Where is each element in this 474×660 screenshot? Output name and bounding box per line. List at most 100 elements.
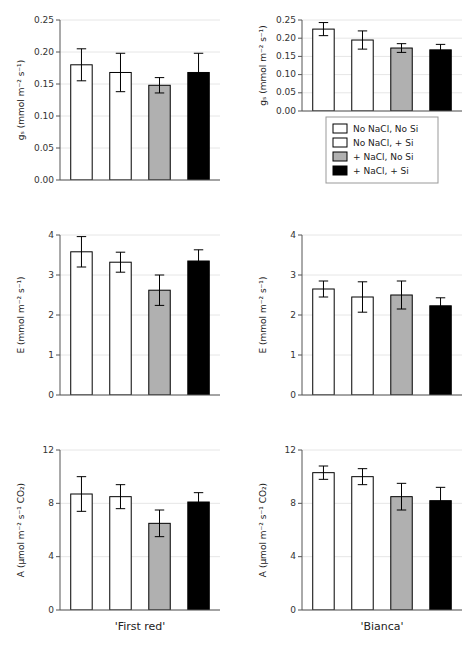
error-cap	[358, 49, 367, 50]
error-cap	[319, 35, 328, 36]
chart: 01234No NaCl, No SiNo NaCl, + Si+ NaCl, …	[16, 230, 220, 400]
bar	[352, 40, 373, 111]
error-bar	[319, 23, 328, 36]
bar: No NaCl, No Si	[71, 494, 92, 610]
error-bar	[436, 487, 445, 514]
tick-mark	[56, 20, 60, 21]
error-cap	[194, 249, 203, 250]
error-cap	[116, 484, 125, 485]
y-axis	[302, 20, 303, 111]
legend-label: No NaCl, No Si	[353, 124, 418, 134]
tick-label: 1	[290, 350, 296, 360]
error-line	[440, 44, 441, 55]
error-cap	[77, 236, 86, 237]
marks: No NaCl, No SiNo NaCl, + Si+ NaCl, No Si…	[71, 49, 210, 180]
y-label: E (mmol m⁻² s⁻¹)	[258, 276, 268, 353]
error-cap	[319, 479, 328, 480]
error-line	[362, 31, 363, 49]
error-line	[159, 78, 160, 93]
error-cap	[77, 80, 86, 81]
tick-mark	[56, 355, 60, 356]
tick-mark	[298, 56, 302, 57]
error-bar	[358, 31, 367, 49]
error-line	[362, 282, 363, 312]
marks	[313, 23, 452, 111]
grid-line	[60, 180, 220, 181]
tick-label: 4	[290, 230, 296, 240]
error-cap	[358, 281, 367, 282]
bar: + NaCl, No Si	[149, 85, 170, 180]
error-bar	[358, 469, 367, 485]
grid-line	[60, 20, 220, 21]
error-cap	[358, 30, 367, 31]
error-cap	[155, 536, 164, 537]
error-bar	[319, 466, 328, 479]
bar	[391, 48, 412, 111]
error-cap	[77, 48, 86, 49]
error-cap	[116, 508, 125, 509]
chart: 0.000.050.100.150.200.25No NaCl, No SiNo…	[16, 15, 220, 185]
bar: No NaCl, No Si	[313, 289, 334, 395]
tick-mark	[56, 148, 60, 149]
legend-swatch	[333, 152, 347, 161]
error-bar	[194, 493, 203, 512]
tick-mark	[56, 450, 60, 451]
tick-label: 12	[43, 445, 54, 455]
error-line	[198, 493, 199, 512]
error-line	[159, 510, 160, 537]
error-cap	[194, 91, 203, 92]
bar: + NaCl, + Si	[188, 261, 209, 395]
tick-label: 0.10	[34, 111, 54, 121]
tick-label: 0.15	[276, 51, 296, 61]
tick-label: 0	[48, 390, 54, 400]
grid-line	[60, 610, 220, 611]
tick-label: 4	[48, 230, 54, 240]
grid-line	[302, 395, 462, 396]
error-line	[120, 252, 121, 272]
error-cap	[155, 510, 164, 511]
error-bar	[116, 485, 125, 509]
grid-line	[302, 111, 462, 112]
error-line	[81, 49, 82, 81]
legend-swatch	[333, 166, 347, 175]
tick-label: 3	[290, 270, 296, 280]
grid-line	[302, 20, 462, 21]
error-cap	[155, 305, 164, 306]
y-axis	[60, 20, 61, 180]
bar	[313, 29, 334, 111]
x-label: 'First red'	[115, 620, 166, 633]
error-line	[159, 275, 160, 305]
error-bar	[436, 298, 445, 314]
error-cap	[194, 511, 203, 512]
tick-mark	[298, 556, 302, 557]
y-label: A (μmol m⁻² s⁻¹ CO₂)	[258, 483, 268, 577]
bar: + NaCl, No Si	[149, 523, 170, 610]
legend-swatch	[333, 138, 347, 147]
x-axis	[302, 111, 462, 112]
figure: 0.000.050.100.150.200.25No NaCl, No SiNo…	[0, 0, 474, 660]
tick-mark	[298, 610, 302, 611]
tick-mark	[298, 92, 302, 93]
y-label: gₛ (mmol m⁻² s⁻¹)	[16, 60, 26, 140]
grid-line	[302, 610, 462, 611]
error-bar	[77, 49, 86, 81]
error-cap	[194, 53, 203, 54]
marks: No NaCl, No SiNo NaCl, + Si+ NaCl, No Si…	[313, 466, 452, 610]
tick-label: 0.20	[276, 33, 296, 43]
error-cap	[436, 514, 445, 515]
error-line	[401, 281, 402, 309]
tick-mark	[298, 503, 302, 504]
tick-label: 3	[48, 270, 54, 280]
tick-label: 8	[48, 498, 54, 508]
error-cap	[319, 466, 328, 467]
tick-label: 12	[285, 445, 296, 455]
error-cap	[397, 43, 406, 44]
error-cap	[436, 313, 445, 314]
x-axis	[60, 180, 220, 181]
chart: 04812No NaCl, No SiNo NaCl, + Si+ NaCl, …	[258, 445, 462, 634]
bar: No NaCl, No Si	[71, 65, 92, 180]
error-cap	[155, 77, 164, 78]
error-line	[440, 298, 441, 314]
bar: No NaCl, + Si	[352, 477, 373, 610]
error-bar	[358, 282, 367, 312]
